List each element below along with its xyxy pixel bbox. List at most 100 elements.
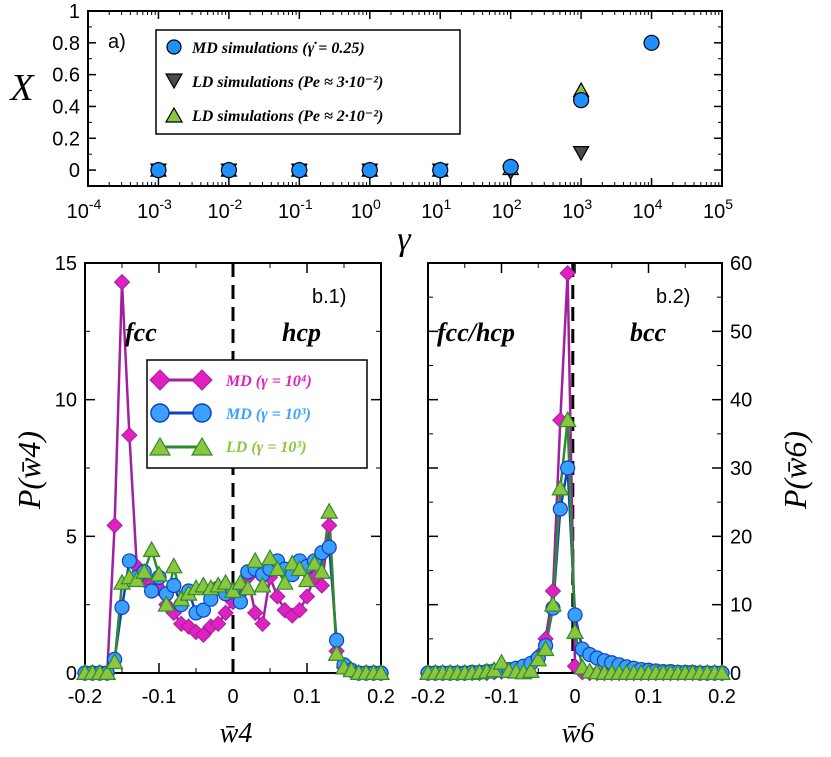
- data-point-triangle-up: [712, 663, 732, 681]
- x-tick-label: 102: [492, 196, 522, 223]
- legend-label-md4: MD (γ = 10⁴): [225, 373, 312, 390]
- data-point-diamond: [121, 426, 138, 444]
- legend-marker-md4-left: [149, 369, 171, 391]
- region-label-hcp: hcp: [282, 318, 321, 347]
- data-point-diamond: [209, 615, 227, 633]
- data-point-triangle-up: [253, 576, 272, 593]
- data-point-triangle-up: [558, 410, 577, 428]
- legend-marker-ld-up: [164, 106, 184, 123]
- data-point-circle: [220, 161, 237, 179]
- data-point-triangle-up: [98, 663, 117, 681]
- y-tick-label: 10: [55, 390, 77, 412]
- panel-a-legend: MD simulations (γ̇ = 0.25) LD simulation…: [155, 29, 461, 135]
- panel-b1-ticks: -0.2 -0.1 0 0.1 0.2 0 5 10 15: [55, 253, 395, 708]
- data-point-triangle-up: [521, 661, 540, 678]
- x-tick-label: 0.2: [708, 686, 736, 708]
- x-tick-label: 10-3: [137, 196, 172, 223]
- legend-label-md3: MD (γ = 10³): [225, 406, 311, 423]
- panel-a-data: [149, 34, 660, 181]
- data-point-triangle-up: [260, 548, 280, 566]
- data-point-circle: [321, 539, 337, 555]
- x-tick-label: 0.1: [293, 686, 321, 708]
- data-point-diamond: [106, 517, 123, 534]
- data-point-triangle-up: [565, 622, 585, 640]
- data-point-triangle-up: [492, 653, 511, 670]
- data-point-triangle-up: [290, 559, 309, 577]
- panel-b2-data: [418, 265, 732, 682]
- x-tick-label: 103: [562, 196, 592, 223]
- data-point-diamond: [246, 604, 264, 622]
- data-point-circle: [150, 161, 167, 179]
- panel-a-ticks: 10-4 10-3 10-2 10-1 100 101 102 103 104 105 0 0.2 0.…: [52, 1, 733, 223]
- data-point-triangle-up: [157, 595, 176, 612]
- data-point-circle: [502, 158, 519, 176]
- y-tick-label: 0.8: [52, 33, 80, 55]
- data-point-triangle-up: [305, 554, 324, 571]
- data-point-diamond: [298, 588, 316, 605]
- data-point-triangle-down: [572, 145, 590, 162]
- y-tick-label: 20: [730, 526, 752, 548]
- x-tick-label: -0.1: [142, 686, 176, 708]
- panel-a-tag: a): [108, 31, 126, 53]
- data-point-diamond: [113, 273, 131, 291]
- y-tick-label: 40: [730, 390, 752, 412]
- y-tick-label: 0: [66, 663, 77, 685]
- data-point-triangle-up: [543, 595, 562, 612]
- panel-b1-data: [75, 273, 391, 682]
- data-point-circle: [567, 607, 583, 623]
- y-tick-label: 10: [730, 595, 752, 617]
- data-point-triangle-up: [164, 557, 183, 574]
- x-tick-label: 0.1: [635, 686, 663, 708]
- panel-b2-xlabel: w̄6: [562, 718, 595, 749]
- data-point-triangle-up: [275, 573, 294, 590]
- data-point-diamond: [217, 604, 234, 622]
- data-point-diamond: [269, 588, 286, 605]
- y-tick-label: 5: [66, 526, 77, 548]
- data-point-triangle-up: [551, 479, 570, 496]
- legend-marker-md3-right: [192, 403, 212, 423]
- y-tick-label: 30: [730, 458, 752, 480]
- data-point-circle: [121, 553, 137, 569]
- x-tick-label: 0: [569, 686, 580, 708]
- data-point-triangle-up: [216, 573, 235, 590]
- legend-label-ld2: LD simulations (Pe ≈ 2·10⁻²): [191, 108, 383, 125]
- panel-b1-xlabel: w̄4: [220, 718, 253, 749]
- y-tick-label: 0.6: [52, 65, 80, 87]
- data-point-circle: [432, 161, 449, 179]
- data-point-triangle-up: [142, 540, 161, 558]
- x-tick-label: 104: [633, 196, 663, 223]
- x-tick-label: 10-4: [67, 196, 102, 223]
- panel-a-xlabel: γ: [397, 221, 412, 258]
- x-tick-label: 105: [703, 196, 733, 223]
- data-point-triangle-up: [149, 565, 169, 582]
- legend-label-ld3b: LD (γ = 10³): [225, 439, 307, 456]
- panel-b2-ylabel: P(w̄6): [777, 431, 813, 510]
- x-tick-label: 10-2: [208, 196, 243, 223]
- data-point-circle: [560, 460, 576, 476]
- x-tick-label: 100: [351, 196, 381, 223]
- x-tick-label: -0.2: [68, 686, 102, 708]
- legend-marker-md-circle: [166, 39, 182, 55]
- data-point-triangle-up: [536, 639, 555, 657]
- panel-a: 10-4 10-3 10-2 10-1 100 101 102 103 104 105 0 0.2 0.…: [8, 1, 733, 258]
- y-tick-label: 60: [730, 253, 752, 275]
- data-point-circle: [552, 501, 568, 517]
- data-point-triangle-up: [327, 644, 346, 661]
- data-point-circle: [195, 602, 211, 618]
- y-tick-label: 15: [55, 253, 77, 275]
- data-point-circle: [643, 34, 660, 51]
- data-point-triangle-up: [135, 562, 154, 579]
- panel-b1-legend: MD (γ = 10⁴) MD (γ = 10³) LD (γ = 10³): [146, 359, 368, 469]
- data-point-diamond: [559, 265, 576, 282]
- y-tick-label: 0.4: [52, 96, 80, 118]
- legend-marker-ld-down: [164, 73, 184, 90]
- legend-label-ld3: LD simulations (Pe ≈ 3·10⁻²): [191, 74, 383, 91]
- panel-b2-tag: b.2): [656, 286, 690, 308]
- data-point-triangle-up: [105, 652, 124, 670]
- data-point-diamond: [254, 615, 271, 633]
- x-tick-label: 0: [227, 686, 238, 708]
- data-point-circle: [144, 583, 160, 599]
- region-label-fcc-hcp: fcc/hcp: [437, 318, 515, 347]
